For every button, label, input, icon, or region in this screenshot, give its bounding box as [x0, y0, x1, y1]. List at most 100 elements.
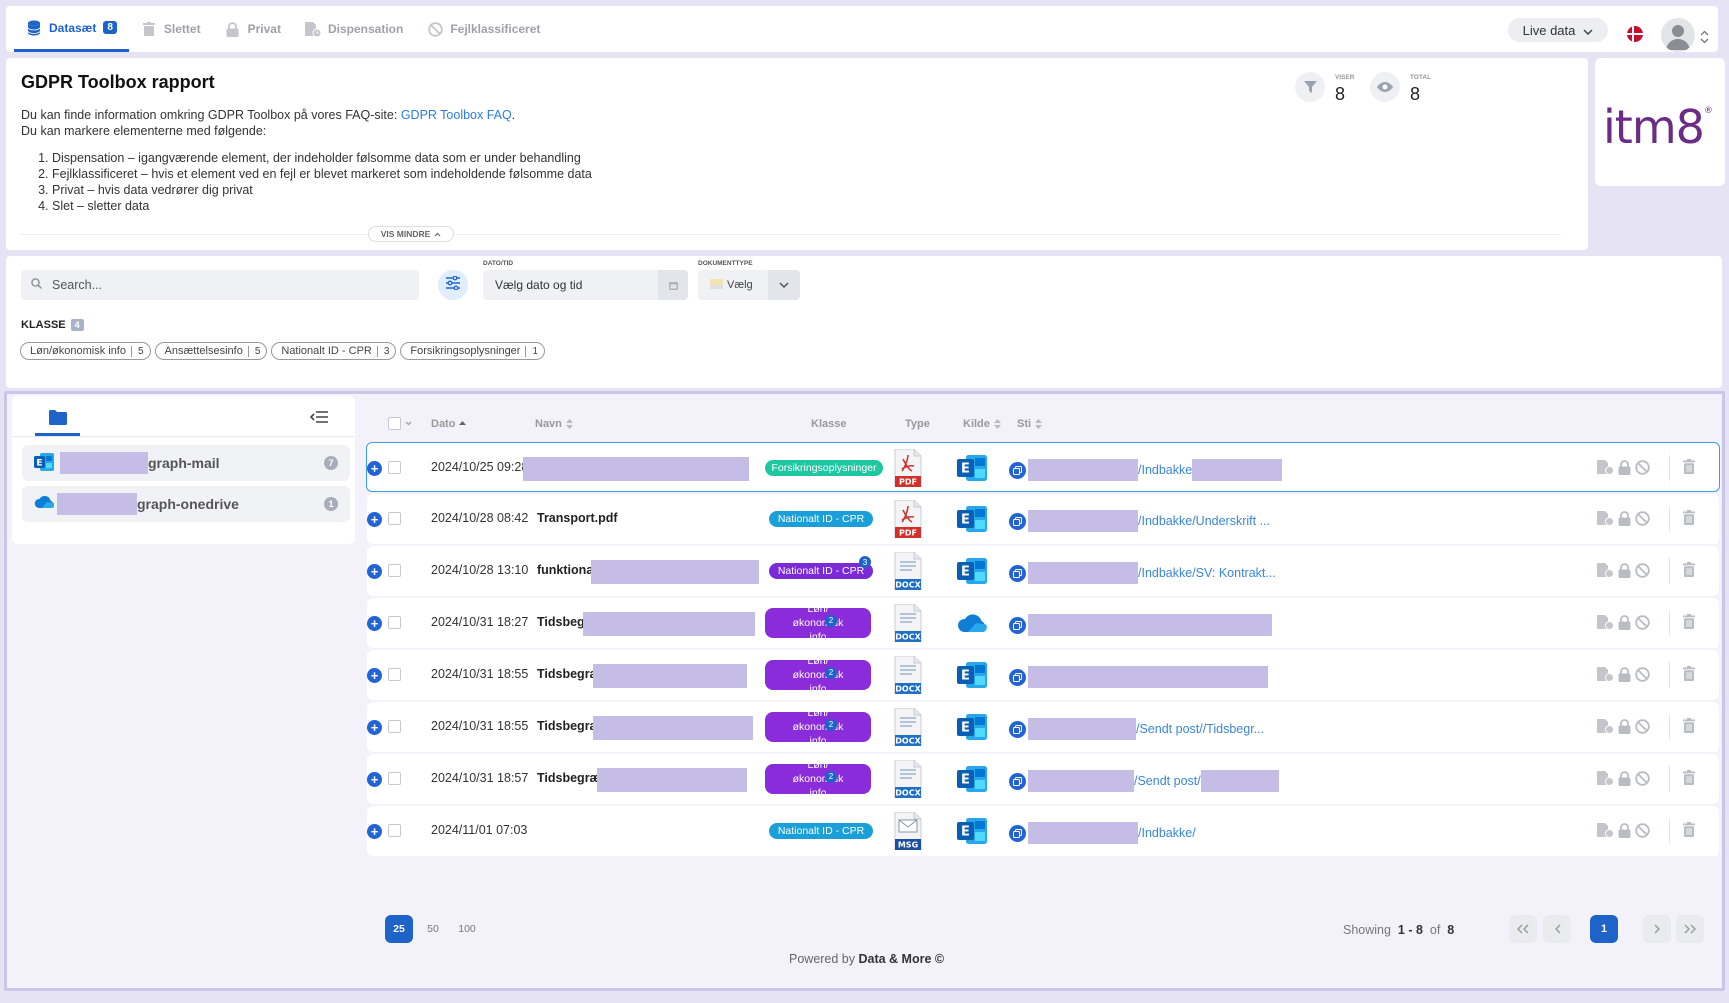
lock-icon[interactable]	[1618, 615, 1631, 635]
tab-fejlklassificeret[interactable]: Fejlklassificeret	[415, 6, 552, 52]
klasse-badge[interactable]: Forsikringsoplysninger	[765, 460, 883, 476]
folder-tab[interactable]	[35, 406, 80, 436]
copy-path-icon[interactable]	[1009, 720, 1026, 738]
ban-icon[interactable]	[1635, 511, 1650, 531]
expand-row-button[interactable]: +	[367, 824, 382, 839]
copy-path-icon[interactable]	[1009, 824, 1026, 842]
tab-dispensation[interactable]: Dispensation	[293, 6, 415, 52]
ban-icon[interactable]	[1635, 615, 1650, 635]
select-all-checkbox[interactable]	[388, 417, 401, 430]
lock-icon[interactable]	[1618, 719, 1631, 739]
ban-icon[interactable]	[1635, 719, 1650, 739]
klasse-badge[interactable]: Nationalt ID - CPR	[769, 823, 873, 839]
collapse-panel-icon[interactable]	[309, 410, 328, 428]
row-path[interactable]: /Sendt post/	[1009, 770, 1279, 792]
select-all[interactable]	[388, 417, 412, 430]
row-name[interactable]: Tidsbegra	[537, 615, 597, 629]
row-path[interactable]: /Indbakke	[1009, 459, 1283, 481]
source-graph-mail[interactable]: E graph-mail 7	[22, 445, 350, 481]
klasse-badge[interactable]: Løn/økonomisk info 2	[765, 655, 871, 695]
next-page-button[interactable]	[1643, 915, 1671, 943]
table-row[interactable]: +2024/10/25 09:28 Forsikringsoplysninger P…	[366, 442, 1720, 492]
chip-lon[interactable]: Løn/økonomisk info 5	[20, 342, 151, 360]
last-page-button[interactable]	[1676, 915, 1704, 943]
row-checkbox[interactable]	[388, 512, 401, 525]
page-size-25[interactable]: 25	[385, 915, 413, 943]
expand-row-button[interactable]: +	[367, 616, 382, 631]
row-path[interactable]: /Indbakke/SV: Kontrakt...	[1009, 562, 1276, 584]
klasse-badge[interactable]: Nationalt ID - CPR	[769, 511, 873, 527]
klasse-badge[interactable]: Løn/økonomisk info 2	[765, 603, 871, 643]
lock-icon[interactable]	[1618, 563, 1631, 583]
klasse-badge[interactable]: Løn/økonomisk info 2	[765, 759, 871, 799]
row-name[interactable]: funktionær	[537, 563, 603, 577]
dispensation-icon[interactable]	[1597, 460, 1614, 480]
doctype-select[interactable]: Vælg	[698, 270, 800, 300]
filter-settings-button[interactable]	[438, 270, 468, 300]
tab-datasaet[interactable]: Datasæt 8	[14, 6, 129, 52]
ban-icon[interactable]	[1635, 823, 1650, 843]
source-graph-onedrive[interactable]: graph-onedrive 1	[22, 486, 350, 522]
table-row[interactable]: +2024/10/28 08:42 Transport.pdf Nationalt …	[367, 494, 1719, 544]
date-picker-input[interactable]: Vælg dato og tid	[483, 270, 688, 300]
header-dato[interactable]: Dato	[431, 418, 467, 430]
table-row[interactable]: +2024/10/31 18:55 Tidsbegræn Løn/økonomisk…	[367, 650, 1719, 700]
prev-page-button[interactable]	[1543, 915, 1571, 943]
dispensation-icon[interactable]	[1597, 719, 1614, 739]
lock-icon[interactable]	[1618, 823, 1631, 843]
trash-icon[interactable]	[1683, 614, 1695, 634]
trash-icon[interactable]	[1683, 822, 1695, 842]
search-input[interactable]	[52, 278, 352, 292]
row-path[interactable]: /Indbakke/	[1009, 822, 1196, 844]
page-size-100[interactable]: 100	[458, 923, 476, 935]
row-name[interactable]: Transport.pdf	[537, 511, 618, 525]
chip-ansaettelse[interactable]: Ansættelsesinfo 5	[154, 342, 268, 360]
table-row[interactable]: +2024/10/31 18:55 Tidsbegræn Løn/økonomisk…	[367, 702, 1719, 752]
trash-icon[interactable]	[1683, 770, 1695, 790]
copy-path-icon[interactable]	[1009, 772, 1026, 790]
copy-path-icon[interactable]	[1009, 564, 1026, 582]
chip-cpr[interactable]: Nationalt ID - CPR 3	[271, 342, 397, 360]
expand-row-button[interactable]: +	[367, 668, 382, 683]
danish-flag-icon[interactable]	[1627, 26, 1643, 42]
lock-icon[interactable]	[1618, 511, 1631, 531]
row-name[interactable]: Tidsbegræn	[537, 667, 609, 681]
row-checkbox[interactable]	[388, 720, 401, 733]
header-sti[interactable]: Sti	[1017, 418, 1043, 430]
trash-icon[interactable]	[1683, 510, 1695, 530]
dispensation-icon[interactable]	[1597, 667, 1614, 687]
row-checkbox[interactable]	[388, 668, 401, 681]
expand-row-button[interactable]: +	[367, 772, 382, 787]
row-checkbox[interactable]	[388, 461, 401, 474]
row-path[interactable]: /Sendt post//Tidsbegr...	[1009, 718, 1264, 740]
ban-icon[interactable]	[1635, 460, 1650, 480]
show-less-button[interactable]: VIS MINDRE	[368, 226, 454, 242]
chip-forsikring[interactable]: Forsikringsoplysninger 1	[400, 342, 546, 360]
expand-row-button[interactable]: +	[367, 461, 382, 476]
trash-icon[interactable]	[1683, 666, 1695, 686]
trash-icon[interactable]	[1683, 562, 1695, 582]
expand-row-button[interactable]: +	[367, 564, 382, 579]
lock-icon[interactable]	[1618, 460, 1631, 480]
klasse-badge[interactable]: Nationalt ID - CPR 3	[769, 556, 873, 579]
copy-path-icon[interactable]	[1009, 668, 1026, 686]
faq-link[interactable]: GDPR Toolbox FAQ	[400, 108, 512, 122]
dispensation-icon[interactable]	[1597, 615, 1614, 635]
first-page-button[interactable]	[1509, 915, 1537, 943]
calendar-icon[interactable]	[658, 270, 688, 300]
dispensation-icon[interactable]	[1597, 511, 1614, 531]
trash-icon[interactable]	[1683, 459, 1695, 479]
row-path[interactable]	[1009, 666, 1268, 688]
ban-icon[interactable]	[1635, 667, 1650, 687]
ban-icon[interactable]	[1635, 771, 1650, 791]
page-size-50[interactable]: 50	[427, 923, 439, 935]
row-name[interactable]: Tidsbegræn	[537, 719, 609, 733]
chevron-updown-icon[interactable]	[1700, 30, 1709, 45]
copy-path-icon[interactable]	[1009, 512, 1026, 530]
avatar[interactable]	[1661, 18, 1695, 52]
page-1-button[interactable]: 1	[1590, 915, 1618, 943]
lock-icon[interactable]	[1618, 667, 1631, 687]
header-navn[interactable]: Navn	[535, 418, 573, 430]
row-checkbox[interactable]	[388, 564, 401, 577]
lock-icon[interactable]	[1618, 771, 1631, 791]
